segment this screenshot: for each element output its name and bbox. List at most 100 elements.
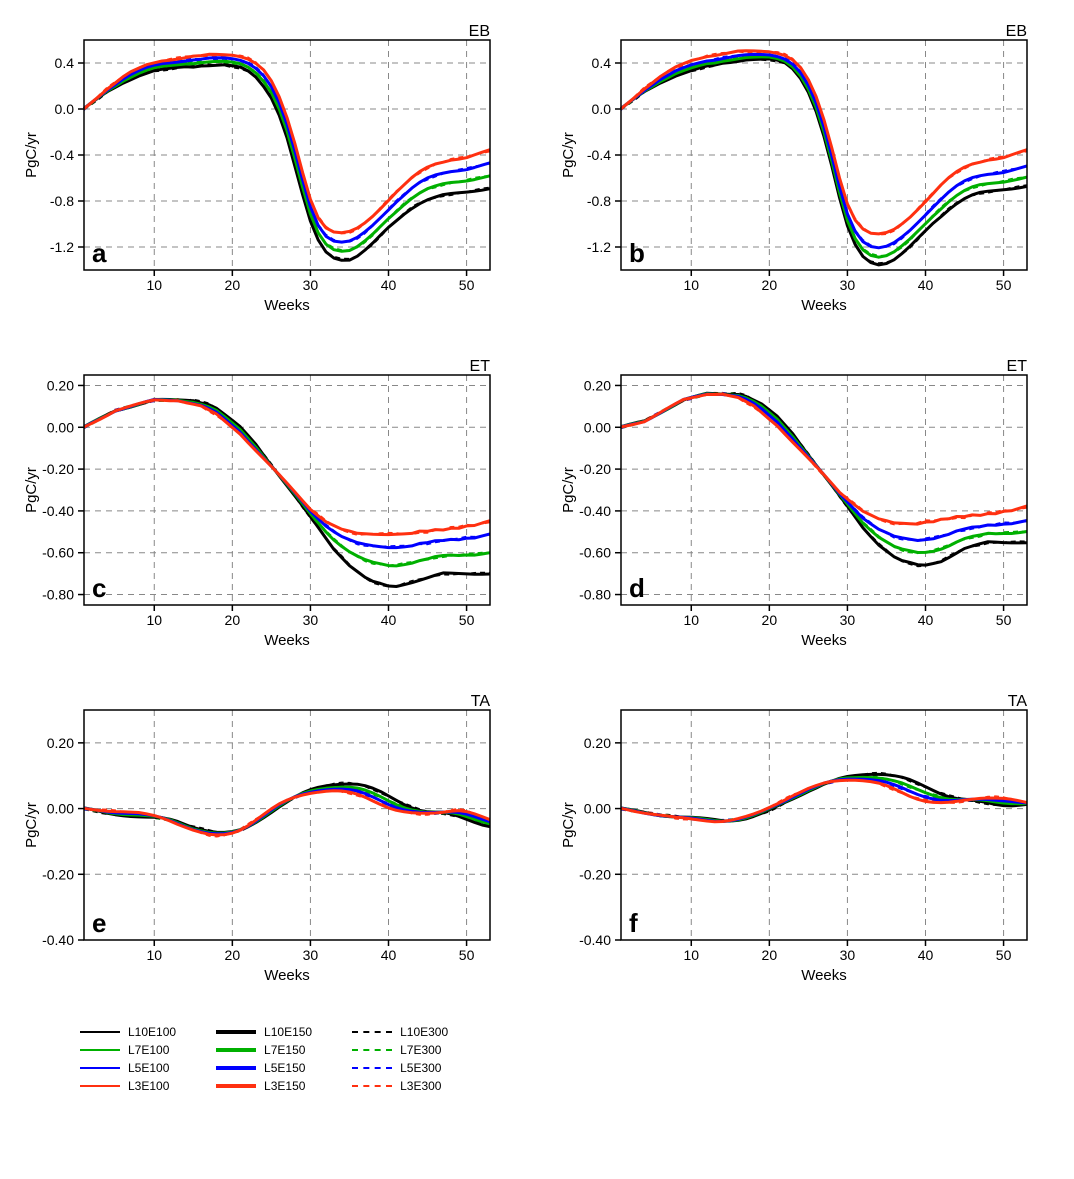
svg-text:20: 20	[762, 612, 778, 628]
svg-text:10: 10	[146, 947, 162, 963]
svg-text:Weeks: Weeks	[801, 297, 847, 314]
legend-label: L3E100	[128, 1079, 169, 1093]
svg-text:0.00: 0.00	[584, 419, 611, 435]
legend-item: L10E100	[80, 1025, 176, 1039]
legend-swatch	[216, 1048, 256, 1052]
panel-grid: 1020304050-1.2-0.8-0.40.00.4WeeksPgC/yrE…	[20, 20, 1054, 995]
legend-label: L5E100	[128, 1061, 169, 1075]
svg-text:PgC/yr: PgC/yr	[560, 802, 577, 848]
svg-text:-0.20: -0.20	[579, 461, 611, 477]
legend-item: L3E300	[352, 1079, 448, 1093]
legend-label: L7E150	[264, 1043, 305, 1057]
panel-c: 1020304050-0.80-0.60-0.40-0.200.000.20We…	[20, 355, 517, 660]
svg-text:PgC/yr: PgC/yr	[23, 802, 40, 848]
svg-text:0.00: 0.00	[584, 801, 611, 817]
legend-swatch	[80, 1031, 120, 1033]
svg-text:PgC/yr: PgC/yr	[560, 132, 577, 178]
legend-item: L7E150	[216, 1043, 312, 1057]
svg-text:-0.60: -0.60	[42, 545, 74, 561]
legend-column: L10E300 L7E300 L5E300 L3E300	[352, 1025, 448, 1093]
svg-text:ET: ET	[1007, 358, 1028, 375]
svg-text:0.20: 0.20	[584, 377, 611, 393]
svg-text:-0.8: -0.8	[50, 193, 74, 209]
svg-text:0.00: 0.00	[47, 801, 74, 817]
svg-text:0.0: 0.0	[55, 101, 75, 117]
svg-text:30: 30	[303, 947, 319, 963]
svg-text:PgC/yr: PgC/yr	[560, 467, 577, 513]
svg-text:50: 50	[459, 947, 475, 963]
svg-text:0.4: 0.4	[592, 55, 612, 71]
legend-item: L7E100	[80, 1043, 176, 1057]
legend-column: L10E100 L7E100 L5E100 L3E100	[80, 1025, 176, 1093]
svg-text:-0.40: -0.40	[579, 932, 611, 948]
legend-swatch	[216, 1084, 256, 1088]
svg-text:20: 20	[762, 947, 778, 963]
svg-text:e: e	[92, 908, 106, 938]
svg-text:40: 40	[918, 612, 934, 628]
legend-item: L5E300	[352, 1061, 448, 1075]
svg-text:PgC/yr: PgC/yr	[23, 132, 40, 178]
legend-item: L5E150	[216, 1061, 312, 1075]
legend-item: L3E150	[216, 1079, 312, 1093]
svg-text:30: 30	[303, 277, 319, 293]
svg-text:20: 20	[762, 277, 778, 293]
svg-text:10: 10	[683, 947, 699, 963]
legend-swatch	[80, 1085, 120, 1087]
legend-label: L7E300	[400, 1043, 441, 1057]
legend-label: L3E300	[400, 1079, 441, 1093]
svg-text:d: d	[629, 573, 645, 603]
svg-text:-0.40: -0.40	[42, 932, 74, 948]
svg-text:Weeks: Weeks	[264, 967, 310, 984]
svg-text:40: 40	[381, 277, 397, 293]
svg-text:40: 40	[918, 277, 934, 293]
legend-swatch	[352, 1049, 392, 1051]
svg-text:-1.2: -1.2	[587, 239, 611, 255]
svg-text:PgC/yr: PgC/yr	[23, 467, 40, 513]
legend-item: L3E100	[80, 1079, 176, 1093]
svg-text:50: 50	[459, 277, 475, 293]
legend-label: L5E300	[400, 1061, 441, 1075]
svg-text:0.00: 0.00	[47, 419, 74, 435]
svg-text:EB: EB	[1006, 23, 1027, 40]
svg-text:a: a	[92, 238, 107, 268]
svg-text:-0.40: -0.40	[579, 503, 611, 519]
svg-text:40: 40	[381, 947, 397, 963]
svg-text:c: c	[92, 573, 106, 603]
svg-text:50: 50	[996, 277, 1012, 293]
svg-text:Weeks: Weeks	[264, 297, 310, 314]
svg-text:40: 40	[918, 947, 934, 963]
legend-label: L7E100	[128, 1043, 169, 1057]
legend-swatch	[216, 1066, 256, 1070]
panel-b: 1020304050-1.2-0.8-0.40.00.4WeeksPgC/yrE…	[557, 20, 1054, 325]
svg-text:-0.80: -0.80	[579, 587, 611, 603]
svg-text:40: 40	[381, 612, 397, 628]
svg-text:b: b	[629, 238, 645, 268]
svg-text:Weeks: Weeks	[264, 632, 310, 649]
svg-text:-0.20: -0.20	[42, 866, 74, 882]
svg-text:-1.2: -1.2	[50, 239, 74, 255]
svg-text:-0.40: -0.40	[42, 503, 74, 519]
svg-text:50: 50	[996, 947, 1012, 963]
svg-text:0.20: 0.20	[584, 735, 611, 751]
svg-text:30: 30	[840, 277, 856, 293]
legend-label: L3E150	[264, 1079, 305, 1093]
svg-text:30: 30	[840, 612, 856, 628]
svg-text:-0.80: -0.80	[42, 587, 74, 603]
panel-a: 1020304050-1.2-0.8-0.40.00.4WeeksPgC/yrE…	[20, 20, 517, 325]
svg-text:20: 20	[225, 612, 241, 628]
legend-item: L10E150	[216, 1025, 312, 1039]
svg-text:TA: TA	[471, 693, 491, 710]
legend-swatch	[80, 1067, 120, 1069]
svg-text:30: 30	[303, 612, 319, 628]
svg-text:-0.20: -0.20	[42, 461, 74, 477]
legend-label: L10E150	[264, 1025, 312, 1039]
legend-swatch	[216, 1030, 256, 1034]
svg-text:-0.60: -0.60	[579, 545, 611, 561]
legend-item: L10E300	[352, 1025, 448, 1039]
panel-d: 1020304050-0.80-0.60-0.40-0.200.000.20We…	[557, 355, 1054, 660]
legend-label: L10E300	[400, 1025, 448, 1039]
svg-text:ET: ET	[470, 358, 491, 375]
svg-text:TA: TA	[1008, 693, 1028, 710]
svg-text:10: 10	[683, 612, 699, 628]
panel-e: 1020304050-0.40-0.200.000.20WeeksPgC/yrT…	[20, 690, 517, 995]
